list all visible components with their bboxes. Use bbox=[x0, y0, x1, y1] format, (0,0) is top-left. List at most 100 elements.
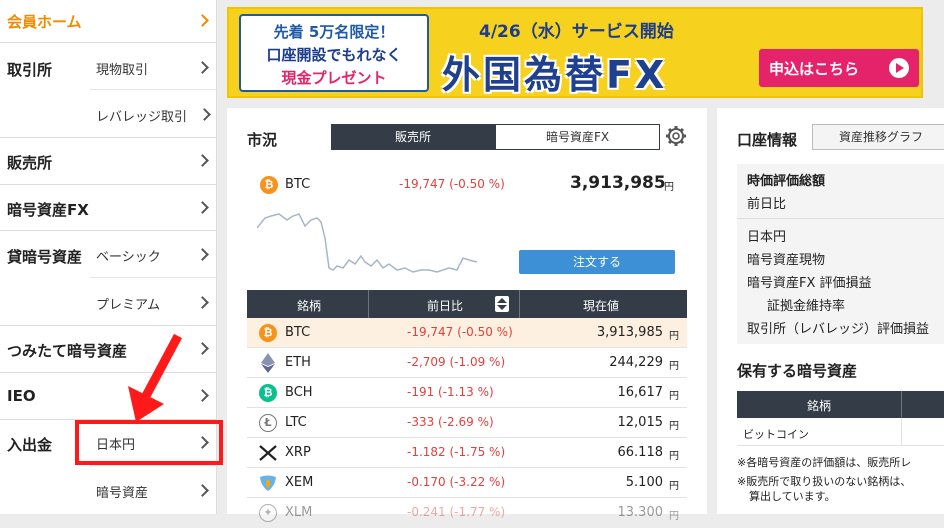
holdings-header-symbol: 銘柄 bbox=[807, 399, 832, 413]
highlight-box bbox=[75, 420, 223, 465]
xem-coin-icon bbox=[260, 475, 276, 491]
divider bbox=[737, 218, 944, 219]
chevron-right-icon bbox=[196, 389, 209, 402]
row-price: 12,015 bbox=[617, 415, 664, 430]
sidebar-group-deposit-withdraw: 入出金 日本円 暗号資産 bbox=[0, 420, 217, 514]
sidebar-item-member-home[interactable]: 会員ホーム bbox=[0, 0, 217, 43]
table-row[interactable]: ₿ BTC -19,747 (-0.50 %) 3,913,985 円 bbox=[247, 318, 687, 348]
header-price: 現在値 bbox=[583, 299, 620, 313]
btc-coin-icon: ₿ bbox=[260, 176, 278, 194]
sidebar-item-label: 会員ホーム bbox=[7, 13, 82, 31]
xrp-coin-icon bbox=[259, 445, 277, 461]
holdings-title: 保有する暗号資産 bbox=[737, 362, 858, 380]
sidebar-item-sales[interactable]: 販売所 bbox=[0, 138, 217, 185]
banner-line-3: 現金プレゼント bbox=[281, 69, 387, 87]
sidebar-item-crypto-fx[interactable]: 暗号資産FX bbox=[0, 185, 217, 231]
row-unit: 円 bbox=[669, 331, 679, 342]
sidebar-item-label: 日本円 bbox=[96, 438, 136, 453]
apply-button-label: 申込はこちら bbox=[769, 60, 860, 78]
sidebar-item-deposit-crypto[interactable]: 暗号資産 bbox=[90, 466, 217, 512]
chevron-right-icon bbox=[196, 248, 209, 261]
unlisted-note-cont: 算出しています。 bbox=[749, 490, 836, 503]
crypto-fx-pl-label: 暗号資産FX 評価損益 bbox=[747, 276, 872, 291]
row-change: -19,747 (-0.50 %) bbox=[407, 325, 513, 339]
table-row[interactable]: ₿ BCH -191 (-1.13 %) 16,617 円 bbox=[247, 378, 687, 408]
chevron-right-icon bbox=[196, 484, 209, 497]
row-change: -191 (-1.13 %) bbox=[407, 385, 494, 399]
row-change: -0.241 (-1.77 %) bbox=[407, 505, 506, 519]
sidebar-item-tsumitate[interactable]: つみたて暗号資産 bbox=[0, 326, 217, 373]
sidebar-item-label: 現物取引 bbox=[96, 63, 149, 78]
banner-line-1: 先着 5万名限定！ bbox=[273, 23, 395, 41]
tab-sales[interactable]: 販売所 bbox=[331, 124, 495, 150]
row-price: 244,229 bbox=[609, 355, 663, 370]
chevron-right-icon bbox=[198, 108, 211, 121]
table-row[interactable]: XEM -0.170 (-3.22 %) 5.100 円 bbox=[247, 468, 687, 498]
valuation-note: ※各暗号資産の評価額は、販売所レ bbox=[737, 456, 912, 469]
unlisted-note: ※販売所で取り扱いのない銘柄は、 bbox=[737, 475, 912, 488]
promo-banner[interactable]: 先着 5万名限定！ 口座開設でもれなく 現金プレゼント 4/26（水）サービス開… bbox=[227, 7, 923, 98]
row-symbol: BCH bbox=[285, 385, 313, 400]
sidebar-group-exchange: 取引所 現物取引 レバレッジ取引 bbox=[0, 43, 217, 138]
sidebar-item-leverage-trading[interactable]: レバレッジ取引 bbox=[90, 90, 217, 137]
exchange-leverage-pl-label: 取引所（レバレッジ）評価損益 bbox=[747, 322, 930, 337]
header-divider bbox=[519, 290, 520, 318]
featured-price: 3,913,985 bbox=[570, 173, 666, 193]
price-sparkline bbox=[257, 213, 478, 273]
row-price: 13.300 bbox=[617, 505, 664, 520]
play-icon bbox=[889, 58, 909, 78]
btc-coin-icon: ₿ bbox=[259, 324, 277, 342]
banner-headline: 外国為替FX bbox=[442, 53, 668, 97]
sidebar-item-label: ベーシック bbox=[96, 250, 161, 265]
table-row[interactable]: ETH -2,709 (-1.09 %) 244,229 円 bbox=[247, 348, 687, 378]
sidebar-item-spot-trading[interactable]: 現物取引 bbox=[90, 43, 217, 90]
xlm-coin-icon: ✦ bbox=[259, 504, 277, 522]
chevron-right-icon bbox=[196, 296, 209, 309]
table-row[interactable]: XRP -1.182 (-1.75 %) 66.118 円 bbox=[247, 438, 687, 468]
table-row[interactable]: ✦ XLM -0.241 (-1.77 %) 13.300 円 bbox=[247, 498, 687, 528]
row-symbol: XLM bbox=[285, 505, 313, 520]
row-symbol: XRP bbox=[285, 445, 311, 460]
ltc-coin-icon: Ł bbox=[259, 414, 277, 432]
row-unit: 円 bbox=[669, 481, 679, 492]
order-button[interactable]: 注文する bbox=[519, 250, 675, 274]
featured-symbol: BTC bbox=[285, 177, 311, 192]
row-price: 5.100 bbox=[625, 475, 663, 490]
row-symbol: ETH bbox=[285, 355, 311, 370]
account-title: 口座情報 bbox=[737, 131, 798, 149]
sidebar-item-label: IEO bbox=[7, 387, 36, 405]
row-price: 3,913,985 bbox=[596, 325, 663, 340]
jpy-label: 日本円 bbox=[747, 230, 787, 245]
sort-icon[interactable] bbox=[495, 296, 509, 312]
sidebar-item-ieo[interactable]: IEO bbox=[0, 373, 217, 420]
sidebar-item-label: つみたて暗号資産 bbox=[7, 342, 128, 360]
row-price: 66.118 bbox=[617, 445, 664, 460]
header-divider bbox=[901, 391, 902, 418]
sidebar-item-lending-premium[interactable]: プレミアム bbox=[90, 278, 217, 325]
crypto-spot-label: 暗号資産現物 bbox=[747, 253, 826, 268]
table-row[interactable]: ビットコイン bbox=[737, 418, 944, 446]
row-unit: 円 bbox=[669, 421, 679, 432]
apply-button[interactable]: 申込はこちら bbox=[759, 49, 919, 87]
sidebar-item-lending-basic[interactable]: ベーシック bbox=[90, 231, 217, 278]
sidebar-item-deposit-jpy[interactable]: 日本円 bbox=[90, 420, 217, 466]
market-title: 市況 bbox=[247, 131, 278, 149]
chevron-right-icon bbox=[196, 342, 209, 355]
asset-graph-button[interactable]: 資産推移グラフ bbox=[812, 124, 944, 150]
row-price: 16,617 bbox=[617, 385, 664, 400]
market-table-header: 銘柄 前日比 現在値 bbox=[247, 290, 687, 318]
row-change: -0.170 (-3.22 %) bbox=[407, 475, 506, 489]
chevron-right-icon bbox=[196, 154, 209, 167]
sidebar-item-label: 取引所 bbox=[7, 61, 53, 79]
header-divider bbox=[368, 290, 369, 318]
holdings-table-header: 銘柄 bbox=[737, 391, 944, 418]
tab-crypto-fx[interactable]: 暗号資産FX bbox=[495, 124, 660, 150]
table-row[interactable]: Ł LTC -333 (-2.69 %) 12,015 円 bbox=[247, 408, 687, 438]
gear-icon[interactable] bbox=[665, 125, 687, 147]
row-symbol: BTC bbox=[285, 325, 311, 340]
row-unit: 円 bbox=[669, 511, 679, 522]
row-divider bbox=[901, 418, 902, 446]
sidebar-item-label: レバレッジ取引 bbox=[96, 110, 188, 125]
market-panel: 市況 販売所 暗号資産FX ₿ BTC -19,747 (-0.50 %) 3,… bbox=[227, 108, 707, 522]
row-symbol: LTC bbox=[285, 415, 307, 430]
